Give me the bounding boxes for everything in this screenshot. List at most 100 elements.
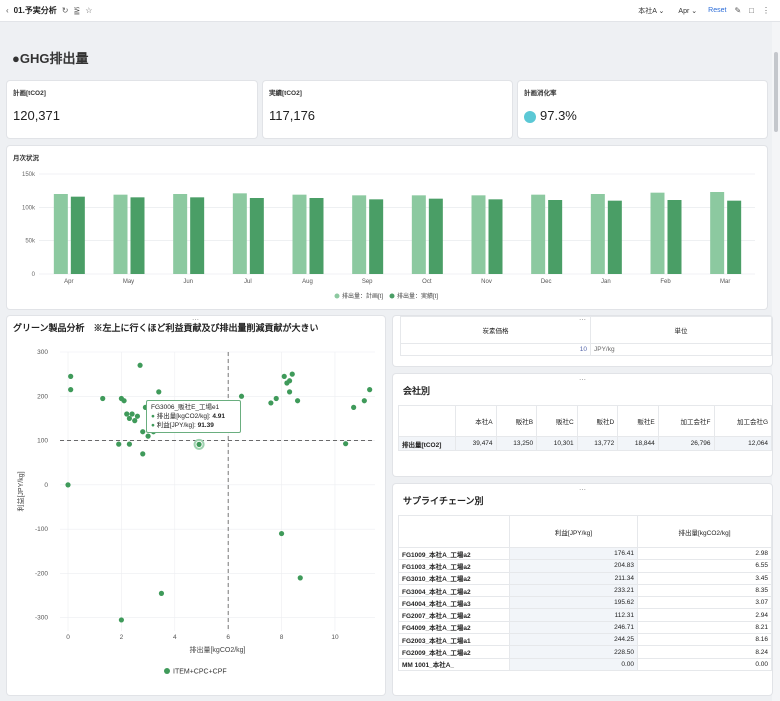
scatter-point[interactable]	[132, 418, 138, 424]
scatter-point[interactable]	[273, 395, 279, 402]
scatter-point[interactable]	[289, 371, 295, 377]
bar[interactable]	[650, 192, 665, 274]
table-row[interactable]: MM 1001_本社A_ 0.00 0.00	[398, 657, 772, 671]
column-header: 販社D	[576, 405, 619, 437]
refresh-icon[interactable]: ↻	[61, 6, 69, 15]
drag-handle-icon[interactable]: ⋯	[579, 487, 586, 494]
legend-label[interactable]: 排出量：実績[t]	[397, 292, 438, 300]
scrollbar[interactable]	[772, 22, 780, 701]
bar[interactable]	[173, 194, 188, 274]
scatter-point[interactable]	[367, 387, 373, 393]
scatter-point[interactable]	[156, 389, 162, 395]
scroll-thumb[interactable]	[774, 52, 778, 132]
bar[interactable]	[130, 197, 145, 274]
page-title: ●GHG排出量	[12, 51, 89, 66]
back-chevron-icon[interactable]: ‹	[6, 6, 9, 15]
bar[interactable]	[710, 192, 725, 274]
star-icon[interactable]: ☆	[85, 6, 93, 15]
scatter-point[interactable]	[118, 617, 124, 623]
company-table: 本社A 販社B 販社C 販社D 販社E 加工会社F 加工会社G 排出量[tCO2] 39,47…	[398, 405, 773, 451]
more-icon[interactable]: ⋮	[762, 6, 770, 15]
scatter-point[interactable]	[121, 398, 127, 404]
chevron-down-icon: ⌄	[658, 7, 665, 15]
column-header: 本社A	[455, 405, 497, 437]
table-row[interactable]: FG3004_本社A_工場a2 233.21 8.35	[398, 583, 772, 598]
scatter-point[interactable]	[140, 429, 146, 435]
bar[interactable]	[471, 195, 486, 274]
scatter-point[interactable]	[278, 530, 285, 537]
bar[interactable]	[53, 194, 68, 274]
bar[interactable]	[232, 193, 247, 274]
scatter-point[interactable]	[281, 373, 287, 379]
bar[interactable]	[411, 195, 426, 274]
x-tick-label: Aug	[302, 279, 313, 285]
scatter-point[interactable]	[68, 387, 74, 393]
bar[interactable]	[70, 196, 85, 274]
table-row[interactable]: FG3010_本社A_工場a2 211.34 3.45	[398, 571, 772, 585]
bar[interactable]	[428, 198, 443, 274]
bar[interactable]	[190, 197, 205, 274]
legend-label[interactable]: ITEM+CPC+CPF	[173, 669, 227, 676]
scatter-point[interactable]	[196, 441, 202, 447]
tooltip-title: FG3006_販社E_工場e1	[151, 404, 220, 411]
scatter-point[interactable]	[124, 411, 130, 417]
bar[interactable]	[531, 194, 546, 274]
table-row[interactable]: FG2009_本社A_工場a2 228.50 8.24	[398, 645, 772, 659]
scatter-point[interactable]	[126, 415, 133, 422]
scatter-point[interactable]	[268, 400, 274, 406]
table-cell: 211.34	[509, 571, 638, 585]
scatter-point[interactable]	[137, 362, 143, 368]
scatter-point[interactable]	[129, 411, 135, 417]
bullet-icon: ●	[151, 422, 155, 429]
bar[interactable]	[488, 199, 503, 274]
scatter-point[interactable]	[351, 404, 357, 410]
table-row[interactable]: FG4004_本社A_工場a3 195.62 3.07	[398, 596, 772, 610]
kpi-card-rate: 計画消化率 97.3%	[518, 81, 767, 138]
bar[interactable]	[667, 200, 682, 274]
table-cell: FG2007_本社A_工場a2	[398, 608, 510, 622]
scatter-point[interactable]	[158, 590, 165, 596]
bar[interactable]	[727, 200, 742, 274]
scatter-point[interactable]	[343, 441, 349, 447]
bar[interactable]	[590, 194, 605, 274]
scatter-point[interactable]	[68, 373, 74, 379]
bar[interactable]	[309, 198, 324, 274]
month-select[interactable]: Apr ⌄	[675, 5, 700, 17]
share-icon[interactable]: ⪠	[73, 6, 81, 15]
bar[interactable]	[352, 195, 367, 274]
scatter-point[interactable]	[65, 482, 71, 488]
scatter-point[interactable]	[126, 441, 133, 447]
reset-button[interactable]: Reset	[708, 7, 727, 14]
legend-label[interactable]: 排出量：計画[t]	[342, 292, 383, 300]
scatter-point[interactable]	[361, 398, 367, 404]
table-row[interactable]: FG1009_本社A_工場a2 176.41 2.98	[398, 546, 772, 561]
scatter-point[interactable]	[286, 378, 293, 384]
comment-icon[interactable]: □	[749, 6, 754, 15]
scatter-point[interactable]	[238, 393, 245, 399]
bar[interactable]	[548, 200, 563, 274]
table-row[interactable]: FG2007_本社A_工場a2 112.31 2.94	[398, 608, 772, 622]
scatter-point[interactable]	[134, 413, 141, 419]
scatter-point[interactable]	[294, 398, 301, 404]
table-row[interactable]: FG2003_本社A_工場a1 244.25 8.16	[398, 633, 772, 647]
scatter-point[interactable]	[145, 433, 151, 439]
drag-handle-icon[interactable]: ⋯	[579, 377, 586, 384]
table-cell: 0.00	[509, 657, 638, 671]
bar[interactable]	[607, 200, 622, 274]
table-row[interactable]: FG1003_本社A_工場a2 204.83 6.55	[398, 559, 772, 573]
bar[interactable]	[369, 199, 384, 274]
scatter-point[interactable]	[116, 441, 122, 447]
bar[interactable]	[113, 194, 128, 274]
bar[interactable]	[292, 194, 307, 274]
carbon-price-value[interactable]: 10	[400, 343, 591, 356]
drag-handle-icon[interactable]: ⋯	[192, 317, 199, 324]
scatter-point[interactable]	[100, 395, 106, 402]
company-card: ⋯ 会社別 本社A 販社B 販社C 販社D 販社E 加工会社F 加工会社G 排出量[tCO2…	[393, 374, 773, 476]
company-select[interactable]: 本社A ⌄	[635, 4, 667, 18]
scatter-point[interactable]	[286, 389, 293, 395]
scatter-point[interactable]	[140, 451, 146, 457]
scatter-point[interactable]	[297, 575, 303, 581]
bar[interactable]	[249, 198, 264, 274]
table-row[interactable]: FG4009_本社A_工場a2 246.71 8.21	[398, 620, 772, 635]
edit-icon[interactable]: ✎	[734, 6, 742, 15]
